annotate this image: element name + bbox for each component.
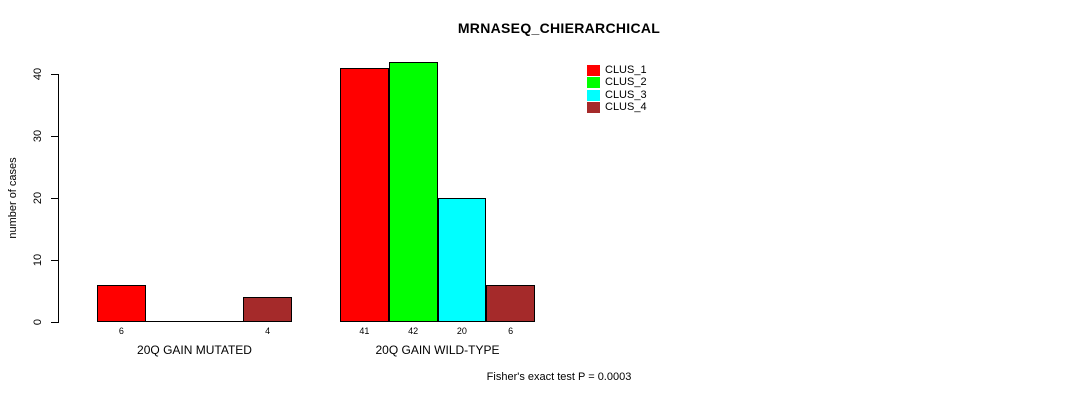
y-axis-tick bbox=[51, 198, 58, 199]
y-axis-line bbox=[58, 74, 59, 323]
legend: CLUS_1 CLUS_2 CLUS_3 CLUS_4 bbox=[587, 64, 647, 114]
y-axis-tick-label: 40 bbox=[32, 67, 44, 81]
bar-clus_2-wild-type bbox=[388, 61, 438, 322]
bar-clus_2-mutated bbox=[145, 321, 195, 322]
legend-item-clus_2: CLUS_2 bbox=[587, 77, 647, 90]
y-axis-tick-label: 20 bbox=[32, 191, 44, 205]
bar-value-label: 4 bbox=[265, 326, 271, 336]
legend-swatch bbox=[587, 89, 600, 101]
y-axis-tick-label: 30 bbox=[32, 129, 44, 143]
chart-title: MRNASEQ_CHIERARCHICAL bbox=[457, 20, 661, 36]
y-axis-label: number of cases bbox=[7, 157, 19, 239]
bar-clus_1-mutated bbox=[97, 284, 146, 322]
bar-value-label: 42 bbox=[408, 326, 419, 336]
legend-label: CLUS_1 bbox=[605, 63, 647, 76]
y-axis-tick bbox=[51, 260, 58, 261]
y-axis-tick bbox=[51, 74, 58, 75]
y-axis-tick bbox=[51, 136, 58, 137]
legend-item-clus_1: CLUS_1 bbox=[587, 64, 647, 77]
bar-value-label: 20 bbox=[456, 326, 467, 336]
y-axis-tick-label: 0 bbox=[32, 318, 44, 326]
y-axis-tick bbox=[51, 322, 58, 323]
legend-swatch bbox=[587, 77, 600, 89]
legend-swatch bbox=[587, 102, 600, 114]
bar-value-label: 6 bbox=[508, 326, 514, 336]
bar-clus_4-mutated bbox=[243, 297, 292, 322]
legend-label: CLUS_2 bbox=[605, 76, 647, 89]
bar-clus_1-wild-type bbox=[340, 67, 389, 322]
category-label-mutated: 20Q GAIN MUTATED bbox=[137, 343, 252, 357]
bar-value-label: 41 bbox=[359, 326, 370, 336]
annotation-fishers-test: Fisher's exact test P = 0.0003 bbox=[486, 371, 632, 383]
bar-value-label: 6 bbox=[118, 326, 124, 336]
y-axis-tick-label: 10 bbox=[32, 253, 44, 267]
category-label-wild-type: 20Q GAIN WILD-TYPE bbox=[375, 343, 500, 357]
bar-clus_4-wild-type bbox=[486, 284, 535, 322]
legend-item-clus_3: CLUS_3 bbox=[587, 89, 647, 102]
legend-item-clus_4: CLUS_4 bbox=[587, 102, 647, 115]
bar-clus_3-mutated bbox=[194, 321, 244, 322]
legend-label: CLUS_3 bbox=[605, 88, 647, 101]
bar-clus_3-wild-type bbox=[437, 198, 487, 322]
legend-label: CLUS_4 bbox=[605, 101, 647, 114]
legend-swatch bbox=[587, 64, 600, 76]
